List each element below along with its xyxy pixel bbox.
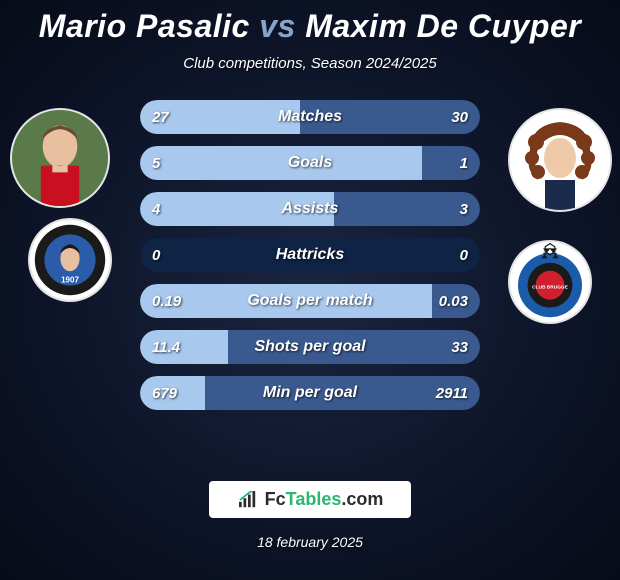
player2-name: Maxim De Cuyper [305,8,581,44]
stat-label: Goals [140,146,480,180]
comparison-title: Mario Pasalic vs Maxim De Cuyper [39,8,581,45]
player1-avatar [10,108,110,208]
main-comparison-area: 1907 CLUB BRUGGE 2730Matches 51Goals 43Ass… [0,100,620,580]
stat-label: Min per goal [140,376,480,410]
player2-avatar [508,108,612,212]
date-text: 18 february 2025 [257,534,363,550]
footer: FcTables.com 18 february 2025 [0,481,620,580]
stat-label: Assists [140,192,480,226]
stat-row: 2730Matches [140,100,480,134]
player1-name: Mario Pasalic [39,8,250,44]
brand-box: FcTables.com [209,481,412,518]
brand-dotcom: .com [341,489,383,509]
stat-row: 0.190.03Goals per match [140,284,480,318]
stat-label: Goals per match [140,284,480,318]
vs-separator: vs [259,8,296,44]
stat-row: 00Hattricks [140,238,480,272]
brand-tables: Tables [286,489,342,509]
brand-text: FcTables.com [265,489,384,510]
svg-text:CLUB BRUGGE: CLUB BRUGGE [532,284,569,290]
chart-icon [237,491,259,509]
stat-row: 43Assists [140,192,480,226]
stat-row: 11.433Shots per goal [140,330,480,364]
stat-label: Matches [140,100,480,134]
brand-fc: Fc [265,489,286,509]
stat-bars-container: 2730Matches 51Goals 43Assists 00Hattricks 0.… [140,100,480,422]
player1-club-logo: 1907 [28,218,112,302]
stat-row: 51Goals [140,146,480,180]
stat-row: 6792911Min per goal [140,376,480,410]
stat-label: Shots per goal [140,330,480,364]
stat-label: Hattricks [140,238,480,272]
svg-text:1907: 1907 [61,275,79,284]
player2-club-logo: CLUB BRUGGE [508,240,592,324]
subtitle: Club competitions, Season 2024/2025 [183,55,437,72]
